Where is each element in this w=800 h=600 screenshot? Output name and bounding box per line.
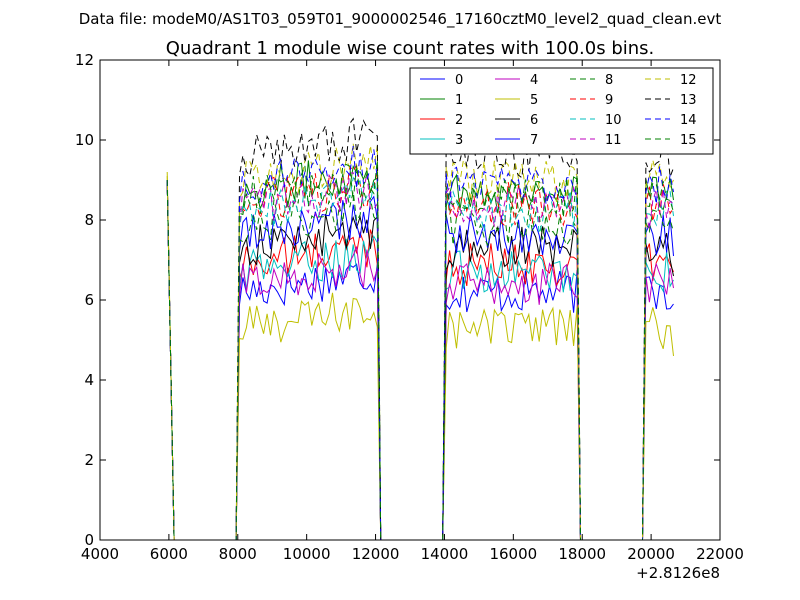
legend-label: 13	[680, 93, 697, 108]
axis-ticks: 4000 6000 8000 10000 12000 14000 16000 18000 200…	[75, 51, 744, 563]
y-tick-label: 6	[84, 291, 94, 309]
x-tick-label: 6000	[150, 545, 188, 563]
x-tick-label: 12000	[352, 545, 400, 563]
y-tick-label: 8	[84, 211, 94, 229]
legend-label: 6	[530, 113, 538, 128]
legend-label: 12	[680, 73, 697, 88]
legend-label: 0	[455, 73, 463, 88]
x-tick-label: 18000	[558, 545, 606, 563]
legend-label: 3	[455, 133, 463, 148]
x-tick-label: 14000	[421, 545, 469, 563]
series-line-0	[166, 179, 674, 540]
x-tick-label: 22000	[696, 545, 744, 563]
x-tick-label: 16000	[489, 545, 537, 563]
legend-label: 4	[530, 73, 538, 88]
series-line-4	[166, 179, 674, 540]
legend-label: 11	[605, 133, 622, 148]
series-line-6	[166, 179, 674, 540]
series-line-11	[166, 172, 674, 540]
series-line-7	[166, 179, 674, 540]
x-tick-label: 20000	[627, 545, 675, 563]
legend-label: 15	[680, 133, 697, 148]
legend-label: 10	[605, 113, 622, 128]
y-tick-label: 12	[75, 51, 94, 69]
legend-label: 14	[680, 113, 697, 128]
series-line-9	[166, 164, 674, 540]
x-tick-label: 4000	[81, 545, 119, 563]
chart-title: Quadrant 1 module wise count rates with …	[166, 38, 655, 59]
series-line-5	[166, 171, 674, 540]
x-tick-label: 10000	[283, 545, 331, 563]
legend-label: 2	[455, 113, 463, 128]
y-tick-label: 4	[84, 371, 94, 389]
y-tick-label: 2	[84, 451, 94, 469]
x-offset-label: +2.8126e8	[636, 564, 720, 582]
y-tick-label: 0	[84, 531, 94, 549]
x-tick-label: 8000	[219, 545, 257, 563]
series-line-14	[166, 145, 674, 540]
series-line-8	[166, 179, 674, 540]
y-tick-label: 10	[75, 131, 94, 149]
series-line-15	[166, 160, 674, 540]
legend-label: 1	[455, 93, 463, 108]
legend-label: 9	[605, 93, 613, 108]
legend-label: 8	[605, 73, 613, 88]
legend-label: 7	[530, 133, 538, 148]
figure-suptitle: Data file: modeM0/AS1T03_059T01_90000025…	[79, 10, 722, 29]
legend-label: 5	[530, 93, 538, 108]
legend-box	[409, 67, 714, 155]
